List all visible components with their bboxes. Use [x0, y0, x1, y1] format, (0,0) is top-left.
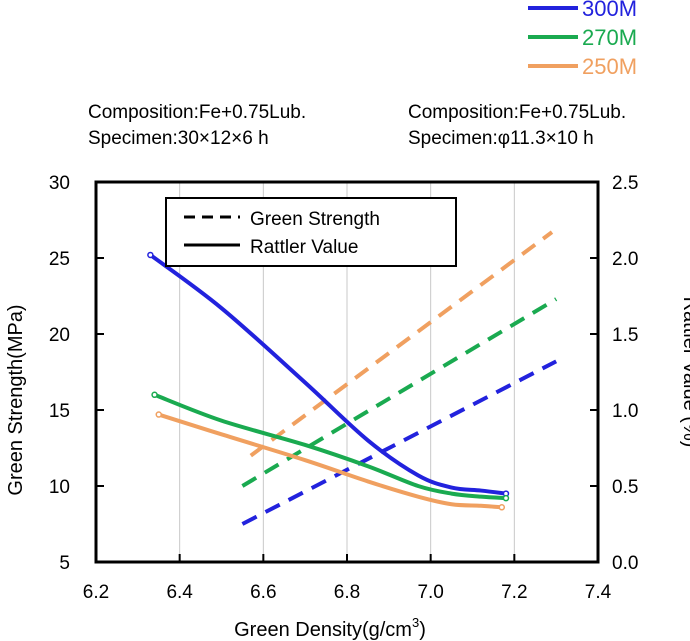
- legend-green-strength-label: Green Strength: [250, 209, 380, 230]
- series-250m-rattler-value-endpoint-start: [155, 411, 162, 418]
- series-250m-green-strength: [249, 230, 554, 458]
- annotations: Composition:Fe+0.75Lub. Specimen:30×12×6…: [88, 102, 626, 149]
- x-tick-label-6.2: 6.2: [83, 582, 109, 603]
- y-right-tick-label-1.5: 1.5: [612, 325, 638, 346]
- y-left-axis-title: Green Strength(MPa): [5, 304, 27, 495]
- x-tick-label-7.2: 7.2: [501, 582, 527, 603]
- legend-rattler-value-label: Rattler Value: [250, 237, 358, 258]
- series-250m-rattler-value-endpoint-end: [498, 504, 506, 511]
- legend-300m-label: 300M: [582, 0, 637, 21]
- y-right-axis-title: Rattler Value (%): [679, 297, 690, 448]
- pressure-legend: 300M 270M 250M: [528, 0, 637, 79]
- y-left-tick-label-5: 5: [59, 553, 70, 574]
- x-tick-label-6.6: 6.6: [250, 582, 276, 603]
- legend-250m-label: 250M: [582, 54, 637, 79]
- axis-ticks: 6.2 6.4 6.6 6.8 7.0 7.2 7.4 5 10 15 20 25 30 0.0 0.5 1.…: [49, 173, 639, 603]
- y-left-tick-label-25: 25: [49, 249, 70, 270]
- series-300m-rattler-value: [149, 253, 507, 496]
- left-composition: Composition:Fe+0.75Lub.: [88, 102, 306, 123]
- series-300m-green-strength: [241, 359, 558, 526]
- x-axis-title-suffix: ): [419, 619, 426, 641]
- x-axis-title-main: Green Density(g/cm: [234, 619, 412, 641]
- series-250m-rattler-value: [158, 412, 502, 510]
- y-right-tick-label-2.5: 2.5: [612, 173, 638, 194]
- right-composition: Composition:Fe+0.75Lub.: [408, 102, 626, 123]
- x-axis-title-sup: 3: [412, 615, 419, 630]
- series-270m-rattler-value-endpoint-end: [502, 494, 510, 502]
- series-layer: [147, 230, 558, 526]
- series-300m-rattler-value-endpoint-start: [147, 251, 154, 259]
- legend-270m-label: 270M: [582, 25, 637, 50]
- x-tick-label-6.8: 6.8: [334, 582, 360, 603]
- x-tick-label-6.4: 6.4: [166, 582, 193, 603]
- y-right-tick-label-0.5: 0.5: [612, 477, 638, 498]
- series-270m-green-strength: [241, 297, 558, 488]
- y-right-tick-label-2.0: 2.0: [612, 249, 638, 270]
- line-style-legend-box: [165, 197, 457, 267]
- y-right-tick-label-0.0: 0.0: [612, 553, 638, 574]
- y-left-tick-label-15: 15: [49, 401, 70, 422]
- y-left-tick-label-20: 20: [49, 325, 70, 346]
- x-tick-label-7.4: 7.4: [585, 582, 612, 603]
- x-axis-title: Green Density(g/cm3): [234, 615, 426, 641]
- right-specimen: Specimen:φ11.3×10 h: [408, 128, 594, 149]
- line-style-legend: Green Strength Rattler Value: [165, 197, 457, 267]
- left-specimen: Specimen:30×12×6 h: [88, 128, 269, 149]
- series-270m-rattler-value: [153, 392, 507, 501]
- y-left-tick-label-30: 30: [49, 173, 70, 194]
- series-270m-rattler-value-endpoint-start: [151, 391, 158, 399]
- y-right-tick-label-1.0: 1.0: [612, 401, 638, 422]
- x-tick-label-7.0: 7.0: [417, 582, 443, 603]
- y-left-tick-label-10: 10: [49, 477, 70, 498]
